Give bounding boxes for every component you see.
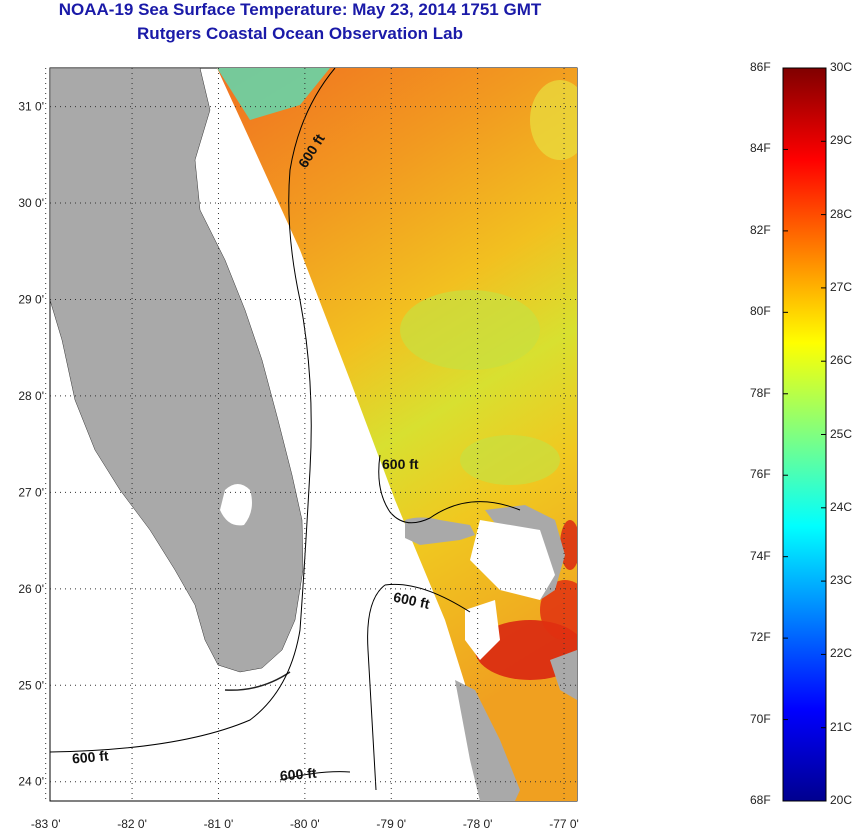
contour-label: 600 ft — [382, 456, 419, 472]
lon-tick-label: -82 0' — [117, 817, 147, 831]
lon-tick-label: -81 0' — [204, 817, 234, 831]
lat-tick-label: 28 0' — [18, 389, 44, 403]
lon-tick-label: -78 0' — [463, 817, 493, 831]
colorbar-celsius-label: 30C — [830, 60, 853, 74]
sst-hot-region — [540, 580, 577, 640]
contour-label: 600 ft — [71, 747, 109, 766]
colorbar-celsius-label: 28C — [830, 206, 853, 221]
lat-tick-label: 30 0' — [18, 196, 44, 210]
isobath-600ft — [367, 584, 386, 791]
colorbar-celsius-label: 21C — [830, 719, 853, 734]
graticule — [45, 68, 577, 801]
contour-label: 600 ft — [392, 589, 431, 612]
contour-label: 600 ft — [279, 765, 317, 784]
lon-tick-label: -79 0' — [376, 817, 406, 831]
sst-cool-region — [400, 290, 540, 370]
isobath-600ft — [384, 583, 471, 613]
colorbar-celsius-label: 24C — [830, 499, 853, 514]
sst-cool-region — [460, 435, 560, 485]
colorbar-fahrenheit-label: 70F — [750, 711, 771, 726]
cloud-mask — [465, 600, 500, 660]
bahamas-land — [455, 680, 520, 801]
colorbar-fahrenheit-label: 72F — [750, 630, 771, 645]
lat-tick-label: 25 0' — [18, 678, 44, 692]
bahamas-land — [550, 650, 577, 700]
lon-tick-label: -77 0' — [549, 817, 579, 831]
sst-hot-region — [560, 520, 577, 570]
lat-tick-label: 26 0' — [18, 582, 44, 596]
colorbar-celsius-label: 29C — [830, 133, 853, 148]
colorbar-celsius-label: 22C — [830, 646, 853, 661]
colorbar-fahrenheit-label: 80F — [750, 304, 771, 319]
colorbar-celsius-label: 25C — [830, 426, 853, 441]
colorbar-celsius-label: 20C — [830, 793, 853, 807]
lat-tick-label: 24 0' — [18, 775, 44, 789]
lake-okeechobee — [220, 484, 252, 526]
florida-keys — [224, 671, 291, 691]
sst-cool-region — [530, 80, 577, 160]
cloud-mask — [470, 520, 555, 600]
lon-tick-label: -80 0' — [290, 817, 320, 831]
colorbar-fahrenheit-label: 76F — [750, 467, 771, 482]
isobath-600ft — [378, 454, 521, 524]
colorbar-fahrenheit-label: 84F — [750, 141, 771, 156]
isobath-600ft — [279, 771, 351, 781]
colorbar-fahrenheit-label: 74F — [750, 548, 771, 563]
colorbar-fahrenheit-label: 86F — [750, 60, 771, 74]
colorbar-celsius-label: 26C — [830, 353, 853, 368]
lat-tick-label: 31 0' — [18, 100, 44, 114]
colorbar-fahrenheit-label: 82F — [750, 222, 771, 237]
colorbar-celsius-label: 23C — [830, 573, 853, 588]
lon-tick-label: -83 0' — [31, 817, 61, 831]
lat-tick-label: 29 0' — [18, 292, 44, 306]
colorbar-fahrenheit-label: 68F — [750, 793, 771, 807]
bahamas-land — [405, 517, 475, 545]
map-subtitle: Rutgers Coastal Ocean Observation Lab — [137, 24, 463, 43]
colorbar-fahrenheit-label: 78F — [750, 385, 771, 400]
colorbar-celsius-label: 27C — [830, 279, 853, 294]
isobath-600ft — [50, 68, 336, 753]
colorbar — [782, 67, 827, 802]
lat-tick-label: 27 0' — [18, 485, 44, 499]
map-title: NOAA-19 Sea Surface Temperature: May 23,… — [58, 0, 542, 19]
